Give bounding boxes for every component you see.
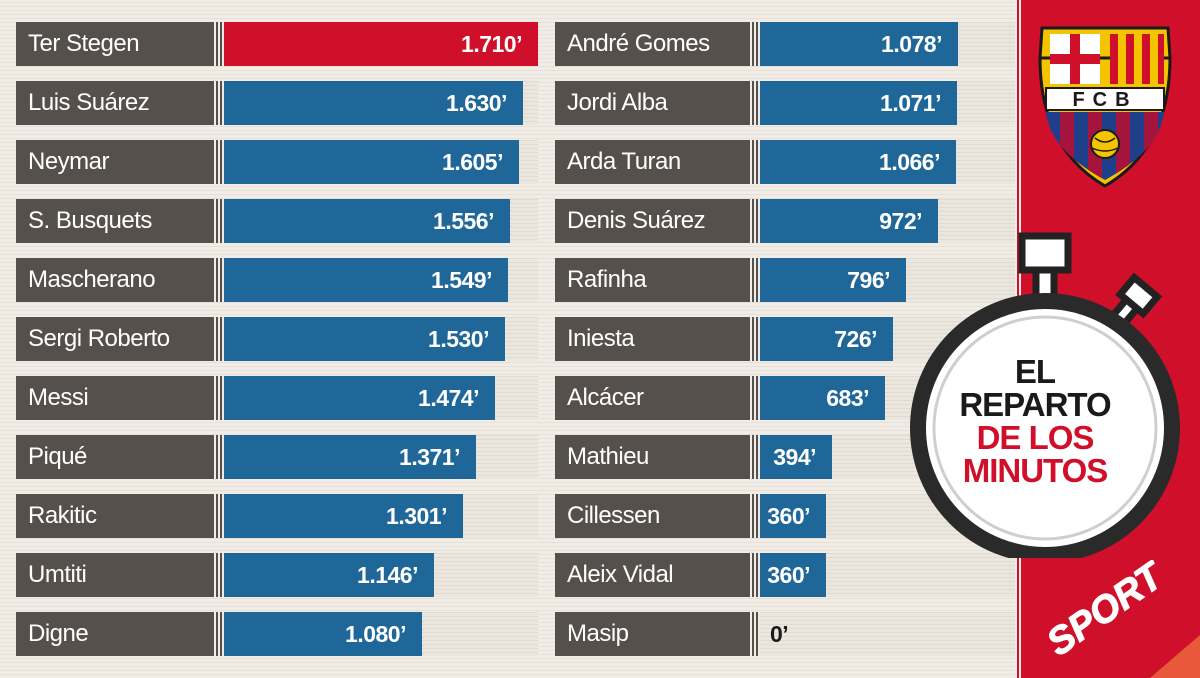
minutes-bar: 1.071’ — [760, 81, 957, 125]
player-row: Arda Turan 1.066’ — [555, 140, 1015, 184]
player-row: S. Busquets 1.556’ — [16, 199, 538, 243]
minutes-bar: 0’ — [770, 621, 789, 647]
minutes-bar: 1.530’ — [224, 317, 505, 361]
player-row: Piqué 1.371’ — [16, 435, 538, 479]
minutes-bar: 1.630’ — [224, 81, 523, 125]
player-name: Mathieu — [555, 435, 758, 479]
player-name: Arda Turan — [555, 140, 758, 184]
player-row: Sergi Roberto 1.530’ — [16, 317, 538, 361]
sport-brand-text: SPORT — [1040, 560, 1173, 660]
player-row: Umtiti 1.146’ — [16, 553, 538, 597]
minutes-bar: 1.066’ — [760, 140, 956, 184]
player-row: Digne 1.080’ — [16, 612, 538, 656]
player-name: Iniesta — [555, 317, 758, 361]
crest-text: FCB — [1072, 89, 1137, 111]
stopwatch-icon — [910, 232, 1180, 558]
player-name: Neymar — [16, 140, 222, 184]
player-name: Ter Stegen — [16, 22, 222, 66]
player-name: Rakitic — [16, 494, 222, 538]
player-name: Jordi Alba — [555, 81, 758, 125]
player-row: André Gomes 1.078’ — [555, 22, 1015, 66]
title-line-2: REPARTO — [959, 386, 1111, 423]
player-name: Luis Suárez — [16, 81, 222, 125]
player-name: Piqué — [16, 435, 222, 479]
minutes-bar: 1.474’ — [224, 376, 495, 420]
title-line-4: MINUTOS — [962, 452, 1109, 489]
player-name: Mascherano — [16, 258, 222, 302]
bar-track — [760, 612, 1015, 656]
player-row: Jordi Alba 1.071’ — [555, 81, 1015, 125]
sport-logo: SPORT — [1039, 560, 1173, 660]
player-name: Aleix Vidal — [555, 553, 758, 597]
minutes-bar: 683’ — [760, 376, 885, 420]
player-name: S. Busquets — [16, 199, 222, 243]
player-name: André Gomes — [555, 22, 758, 66]
minutes-bar: 360’ — [760, 553, 826, 597]
player-row: Luis Suárez 1.630’ — [16, 81, 538, 125]
chart-title: EL REPARTO DE LOS MINUTOS — [920, 355, 1150, 487]
player-name: Messi — [16, 376, 222, 420]
minutes-bar: 1.080’ — [224, 612, 422, 656]
player-name: Umtiti — [16, 553, 222, 597]
minutes-bar: 394’ — [760, 435, 832, 479]
player-row: Rafinha 796’ — [555, 258, 1015, 302]
player-row: Cillessen 360’ — [555, 494, 1015, 538]
player-row: Messi 1.474’ — [16, 376, 538, 420]
title-line-3: DE LOS — [976, 419, 1095, 456]
minutes-bar: 1.605’ — [224, 140, 519, 184]
player-row: Ter Stegen 1.710’ — [16, 22, 538, 66]
player-name: Alcácer — [555, 376, 758, 420]
player-name: Rafinha — [555, 258, 758, 302]
player-row: Denis Suárez 972’ — [555, 199, 1015, 243]
minutes-bar: 1.301’ — [224, 494, 463, 538]
minutes-bar: 972’ — [760, 199, 938, 243]
player-row: Neymar 1.605’ — [16, 140, 538, 184]
player-name: Digne — [16, 612, 222, 656]
player-row: Aleix Vidal 360’ — [555, 553, 1015, 597]
fcb-crest-icon: FCB — [1038, 26, 1172, 188]
player-row: Rakitic 1.301’ — [16, 494, 538, 538]
player-row: Mascherano 1.549’ — [16, 258, 538, 302]
minutes-bar: 1.146’ — [224, 553, 434, 597]
minutes-bar: 360’ — [760, 494, 826, 538]
player-row: Masip 0’ — [555, 612, 1015, 656]
minutes-bar: 1.556’ — [224, 199, 510, 243]
player-name: Masip — [555, 612, 758, 656]
player-name: Denis Suárez — [555, 199, 758, 243]
minutes-bar: 1.371’ — [224, 435, 476, 479]
minutes-bar: 726’ — [760, 317, 893, 361]
title-line-1: EL — [1014, 353, 1056, 390]
minutes-bar: 1.549’ — [224, 258, 508, 302]
player-name: Cillessen — [555, 494, 758, 538]
minutes-bar: 1.078’ — [760, 22, 958, 66]
minutes-bar: 796’ — [760, 258, 906, 302]
minutes-bar: 1.710’ — [224, 22, 538, 66]
player-name: Sergi Roberto — [16, 317, 222, 361]
